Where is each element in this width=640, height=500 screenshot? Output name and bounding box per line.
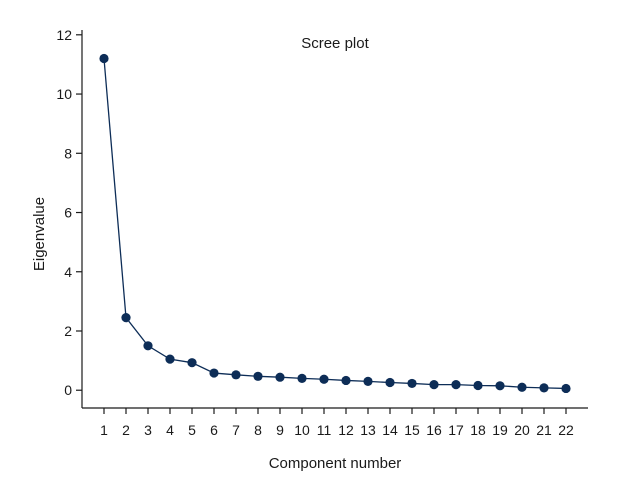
data-point (231, 370, 241, 380)
eigenvalue-points (99, 53, 571, 394)
data-point (451, 380, 461, 390)
x-tick-label: 15 (404, 422, 420, 438)
data-point (517, 382, 527, 392)
x-tick-label: 4 (166, 422, 174, 438)
x-tick-label: 7 (232, 422, 240, 438)
x-tick-label: 19 (492, 422, 508, 438)
x-tick-label: 2 (122, 422, 130, 438)
data-point (209, 368, 219, 378)
y-axis-title: Eigenvalue (31, 197, 48, 271)
data-point (341, 375, 351, 386)
x-tick-label: 18 (470, 422, 486, 438)
data-point (429, 380, 439, 390)
x-tick-label: 10 (294, 422, 310, 438)
data-point (319, 374, 329, 384)
x-tick-label: 16 (426, 422, 442, 438)
data-point (561, 383, 571, 394)
data-point (253, 371, 263, 381)
data-point (297, 373, 307, 383)
x-tick-label: 14 (382, 422, 398, 438)
data-point (495, 381, 505, 391)
data-point (385, 377, 395, 388)
x-tick-label: 3 (144, 422, 152, 438)
x-tick-label: 21 (536, 422, 552, 438)
x-tick-label: 13 (360, 422, 376, 438)
chart-title: Scree plot (301, 35, 369, 52)
x-tick-label: 6 (210, 422, 218, 438)
y-tick-label: 6 (64, 205, 72, 221)
axes (81, 30, 588, 409)
data-point (187, 358, 197, 368)
data-point (473, 380, 483, 391)
y-tick-label: 8 (64, 145, 72, 161)
x-axis-title: Component number (269, 455, 402, 472)
x-tick-label: 9 (276, 422, 284, 438)
eigenvalue-series-line (103, 58, 567, 390)
x-tick-label: 1 (100, 422, 108, 438)
x-tick-label: 17 (448, 422, 464, 438)
data-point (165, 354, 175, 364)
y-tick-label: 2 (64, 323, 72, 339)
data-point (363, 376, 373, 386)
data-point (275, 372, 285, 382)
y-tick-label: 12 (56, 27, 72, 43)
y-tick-label: 4 (64, 264, 72, 280)
x-axis-ticks: 1 2 3 4 5 6 7 8 9 10 11 12 13 14 15 16 17 18 19 20 21 22 (100, 408, 574, 438)
y-tick-label: 0 (64, 382, 72, 398)
x-tick-label: 11 (317, 422, 332, 438)
y-tick-label: 10 (56, 86, 72, 102)
x-tick-label: 5 (188, 422, 196, 438)
data-point (143, 341, 153, 351)
data-point (407, 378, 417, 389)
x-tick-label: 12 (338, 422, 354, 438)
data-point (121, 313, 131, 323)
x-tick-label: 8 (254, 422, 262, 438)
x-tick-label: 22 (558, 422, 574, 438)
x-tick-label: 20 (514, 422, 530, 438)
y-axis-ticks: 0 2 4 6 8 10 12 (56, 27, 82, 398)
data-point (99, 53, 109, 64)
data-point (539, 383, 549, 393)
